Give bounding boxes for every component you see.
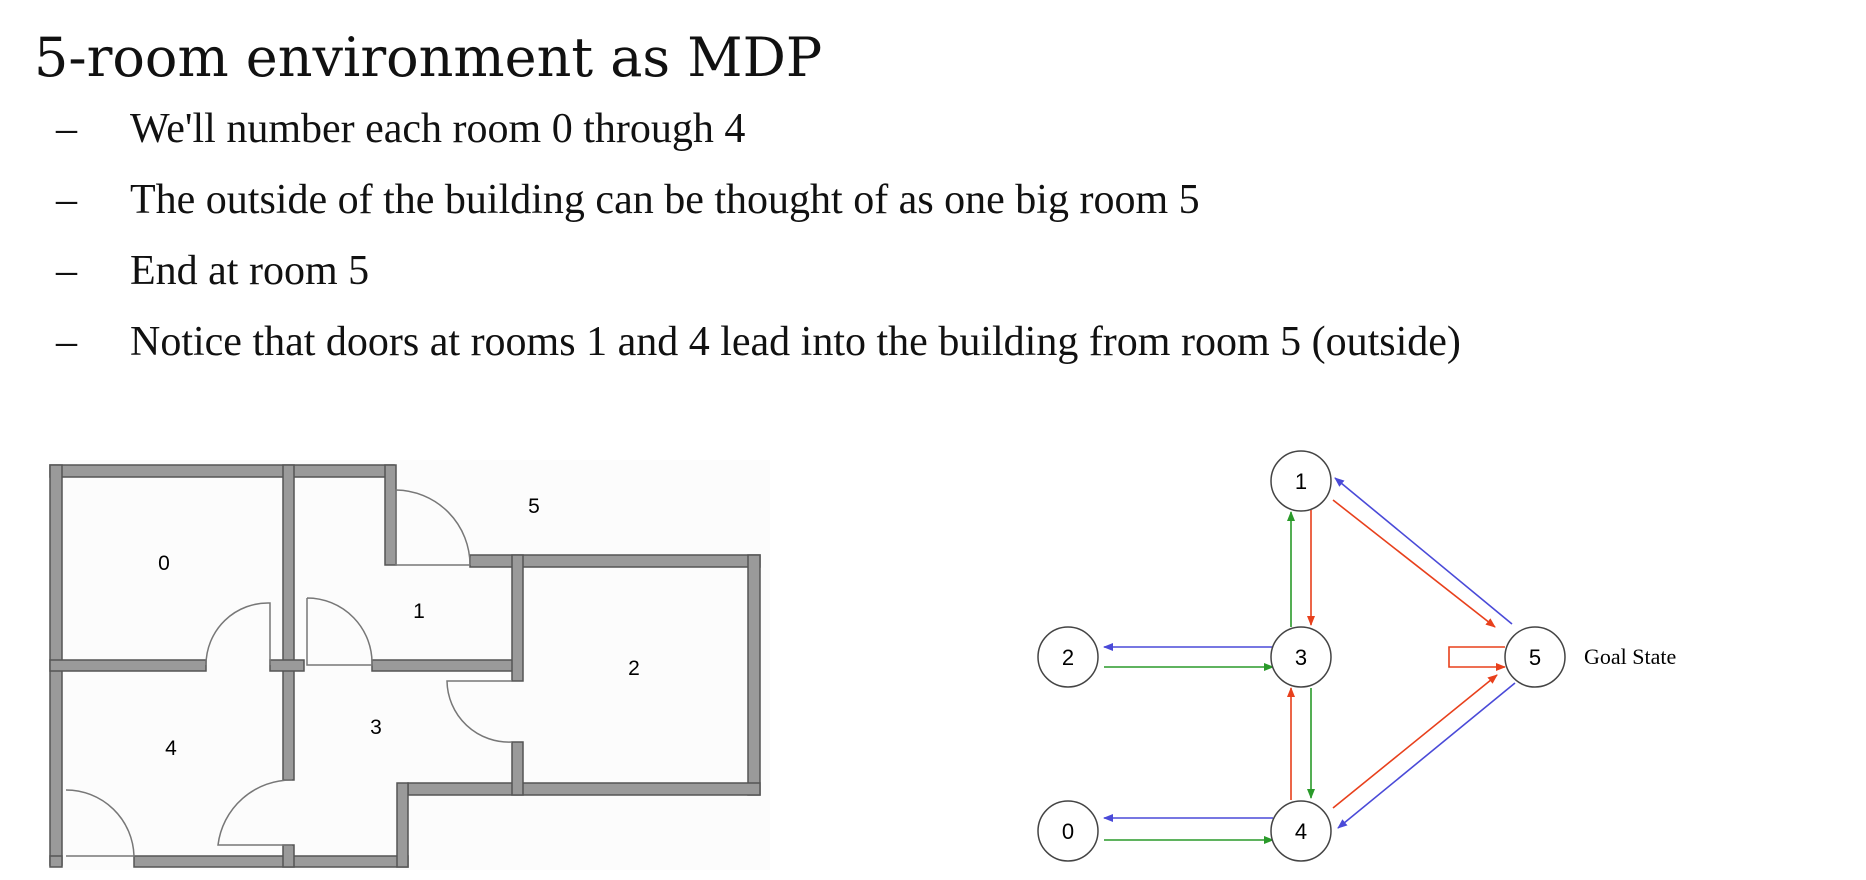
graph-nodes: 2 1 3 4 0 5: [1037, 450, 1566, 862]
wall: [511, 554, 524, 682]
node-3-circle: [1270, 626, 1332, 688]
node-4-circle: [1270, 800, 1332, 862]
bullet-marker: –: [56, 177, 77, 223]
wall: [269, 659, 305, 672]
node-3-label: 3: [1295, 645, 1307, 670]
node-4-label: 4: [1295, 819, 1307, 844]
bullet-text: Notice that doors at rooms 1 and 4 lead …: [130, 319, 1461, 365]
node-0-label: 0: [1062, 819, 1074, 844]
bullet-text: The outside of the building can be thoug…: [130, 177, 1200, 223]
wall: [396, 782, 409, 868]
bullet-marker: –: [56, 319, 77, 365]
node-0-circle: [1037, 800, 1099, 862]
bullet-text: End at room 5: [130, 248, 370, 294]
bullet-item: – End at room 5: [56, 247, 1461, 318]
node-2-circle: [1037, 626, 1099, 688]
wall: [511, 741, 524, 796]
door-arc: [65, 789, 135, 857]
door-arc: [395, 489, 471, 566]
graph-edges: [1103, 477, 1516, 844]
edge-5-1: [1334, 477, 1513, 625]
node-5-circle: [1504, 626, 1566, 688]
node-2-label: 2: [1062, 645, 1074, 670]
door-arc: [446, 680, 513, 743]
bullet-marker: –: [56, 248, 77, 294]
walls: [49, 464, 761, 868]
node-5-label: 5: [1529, 645, 1541, 670]
node-1-label: 1: [1295, 469, 1307, 494]
bullet-marker: –: [56, 106, 77, 152]
doors: [65, 489, 513, 857]
room-label-4: 4: [165, 737, 177, 760]
room-label-5: 5: [528, 495, 540, 518]
edge-5-4: [1337, 682, 1516, 829]
room-label-1: 1: [413, 600, 425, 623]
edge-1-5: [1332, 499, 1496, 628]
goal-state-label: Goal State: [1584, 644, 1676, 669]
room-label-2: 2: [628, 657, 640, 680]
bullet-item: – We'll number each room 0 through 4: [56, 105, 1461, 176]
door-arc: [205, 602, 271, 666]
door-arc: [217, 779, 293, 846]
wall: [49, 855, 63, 868]
bullet-item: – Notice that doors at rooms 1 and 4 lead…: [56, 318, 1461, 389]
door-arc: [306, 597, 373, 666]
room-label-3: 3: [370, 716, 382, 739]
bullet-text: We'll number each room 0 through 4: [130, 106, 746, 152]
bullet-item: – The outside of the building can be thou…: [56, 176, 1461, 247]
wall: [49, 659, 207, 672]
node-1-circle: [1270, 450, 1332, 512]
bullet-list: – We'll number each room 0 through 4 – The…: [56, 105, 1461, 389]
edge-5-5: [1448, 646, 1506, 671]
room-label-0: 0: [158, 552, 170, 575]
edge-4-5: [1332, 674, 1498, 809]
slide-title: 5-room environment as MDP: [34, 26, 823, 89]
